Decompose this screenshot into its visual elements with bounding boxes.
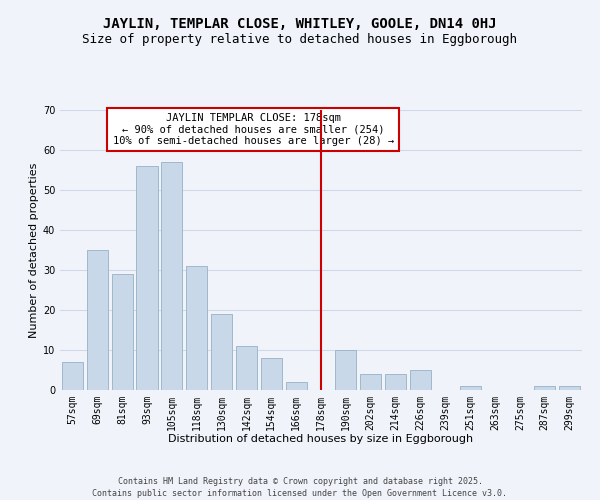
Text: JAYLIN, TEMPLAR CLOSE, WHITLEY, GOOLE, DN14 0HJ: JAYLIN, TEMPLAR CLOSE, WHITLEY, GOOLE, D…	[103, 18, 497, 32]
Bar	[261, 358, 282, 390]
Bar	[186, 266, 207, 390]
Bar	[410, 370, 431, 390]
Bar	[161, 162, 182, 390]
Bar	[211, 314, 232, 390]
Bar	[236, 346, 257, 390]
X-axis label: Distribution of detached houses by size in Eggborough: Distribution of detached houses by size …	[169, 434, 473, 444]
Bar	[460, 386, 481, 390]
Bar	[385, 374, 406, 390]
Text: JAYLIN TEMPLAR CLOSE: 178sqm
← 90% of detached houses are smaller (254)
10% of s: JAYLIN TEMPLAR CLOSE: 178sqm ← 90% of de…	[113, 113, 394, 146]
Text: Size of property relative to detached houses in Eggborough: Size of property relative to detached ho…	[83, 32, 517, 46]
Bar	[62, 362, 83, 390]
Bar	[534, 386, 555, 390]
Bar	[360, 374, 381, 390]
Text: Contains HM Land Registry data © Crown copyright and database right 2025.
Contai: Contains HM Land Registry data © Crown c…	[92, 476, 508, 498]
Bar	[87, 250, 108, 390]
Y-axis label: Number of detached properties: Number of detached properties	[29, 162, 38, 338]
Bar	[136, 166, 158, 390]
Bar	[559, 386, 580, 390]
Bar	[335, 350, 356, 390]
Bar	[112, 274, 133, 390]
Bar	[286, 382, 307, 390]
